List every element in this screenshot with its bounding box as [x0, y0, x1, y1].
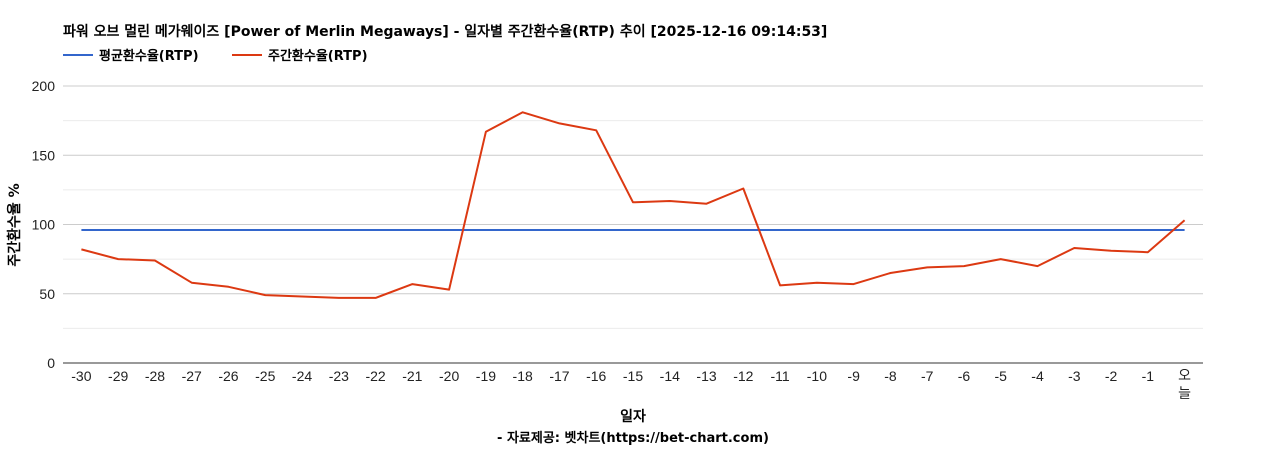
x-tick-label: -25: [255, 368, 275, 384]
x-tick-label: -1: [1142, 368, 1155, 384]
x-tick-label: -21: [402, 368, 422, 384]
y-tick-label: 0: [47, 355, 55, 371]
series-line-1: [81, 111, 1186, 299]
x-tick-label: -10: [807, 368, 827, 384]
x-tick-label: -3: [1068, 368, 1081, 384]
x-tick-label: -26: [218, 368, 238, 384]
x-tick-label: -16: [586, 368, 606, 384]
x-tick-label: -19: [476, 368, 496, 384]
x-tick-label: -8: [884, 368, 897, 384]
x-tick-label: -29: [108, 368, 128, 384]
x-tick-label: -7: [921, 368, 934, 384]
x-axis-label: 일자: [620, 409, 646, 425]
series-lines: [81, 111, 1186, 299]
x-tick-label: -28: [145, 368, 165, 384]
x-tick-label: -18: [513, 368, 533, 384]
x-tick-label: -11: [770, 368, 789, 384]
x-tick-label: -13: [696, 368, 716, 384]
x-tick-label: -15: [623, 368, 643, 384]
x-tick-label: -30: [71, 368, 91, 384]
x-tick-label: -14: [660, 368, 680, 384]
y-tick-label: 200: [32, 78, 56, 94]
y-tick-label: 100: [32, 217, 56, 233]
x-tick-label: -24: [292, 368, 312, 384]
x-tick-label: -22: [365, 368, 385, 384]
chart-title: 파워 오브 멀린 메가웨이즈 [Power of Merlin Megaways…: [63, 23, 827, 40]
x-axis-ticks: -30 -29 -28 -27 -26 -25 -24 -23 -22 -21 -20 -19 -18-…: [71, 367, 1191, 401]
source-credit: - 자료제공: 벳차트(https://bet-chart.com): [497, 430, 769, 446]
y-tick-label: 150: [32, 147, 56, 163]
legend: 평균환수율(RTP) 주간환수율(RTP): [63, 48, 368, 64]
y-axis-label: 주간환수율 %: [6, 183, 23, 266]
x-tick-label: -9: [847, 368, 860, 384]
x-tick-label: -5: [995, 368, 1008, 384]
x-tick-label: -6: [958, 368, 971, 384]
x-tick-label: -23: [329, 368, 349, 384]
x-tick-label: -20: [439, 368, 459, 384]
x-tick-label: -27: [182, 368, 202, 384]
x-tick-label: -2: [1105, 368, 1118, 384]
legend-label-series-0: 평균환수율(RTP): [99, 48, 199, 64]
x-tick-label: -4: [1031, 368, 1044, 384]
gridlines: [63, 85, 1203, 364]
legend-label-series-1: 주간환수율(RTP): [268, 48, 368, 64]
x-tick-label: -12: [733, 368, 753, 384]
y-tick-label: 50: [39, 286, 55, 302]
x-tick-label: -17: [549, 368, 569, 384]
y-axis-ticks: 0 50 100 150 200: [32, 78, 56, 371]
